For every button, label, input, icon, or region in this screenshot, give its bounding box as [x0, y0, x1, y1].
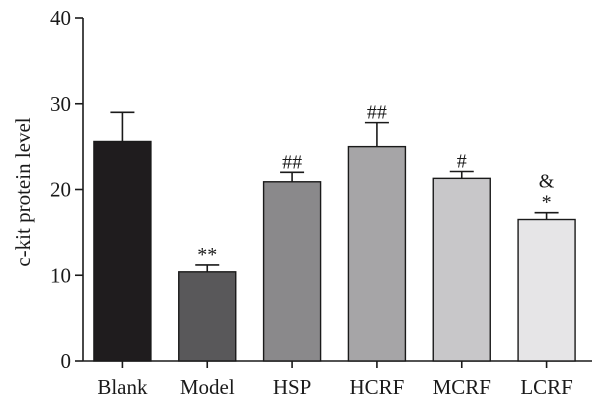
x-tick-label: MCRF	[433, 375, 491, 399]
bar-hsp	[262, 181, 322, 362]
bar-lcrf	[517, 218, 576, 362]
y-axis-label: c-kit protein level	[11, 117, 35, 266]
bar-model	[178, 271, 237, 362]
bar-hcrf	[347, 145, 407, 362]
y-tick-label: 30	[50, 92, 71, 116]
significance-label: #	[457, 150, 467, 172]
x-tick-label: Model	[180, 375, 235, 399]
significance-label: &	[539, 171, 555, 193]
bar-blank	[93, 140, 152, 362]
significance-label: *	[542, 192, 552, 214]
y-tick-label: 20	[50, 178, 71, 202]
labels: 0 10 20 30 40 Blank Model ** HSP ## HCRF ## MCRF # LCR…	[50, 6, 573, 399]
axes	[75, 17, 592, 368]
y-tick-label: 0	[61, 349, 72, 373]
y-tick-label: 40	[50, 6, 71, 30]
x-tick-label: HSP	[273, 375, 312, 399]
y-tick-label: 10	[50, 263, 71, 287]
significance-label: ##	[282, 151, 302, 173]
x-tick-label: Blank	[97, 375, 148, 399]
x-tick-label: HCRF	[349, 375, 404, 399]
significance-label: ##	[367, 102, 387, 124]
bar-mcrf	[432, 177, 491, 362]
x-tick-label: LCRF	[520, 375, 573, 399]
significance-label: **	[197, 244, 217, 266]
bars	[93, 111, 576, 362]
